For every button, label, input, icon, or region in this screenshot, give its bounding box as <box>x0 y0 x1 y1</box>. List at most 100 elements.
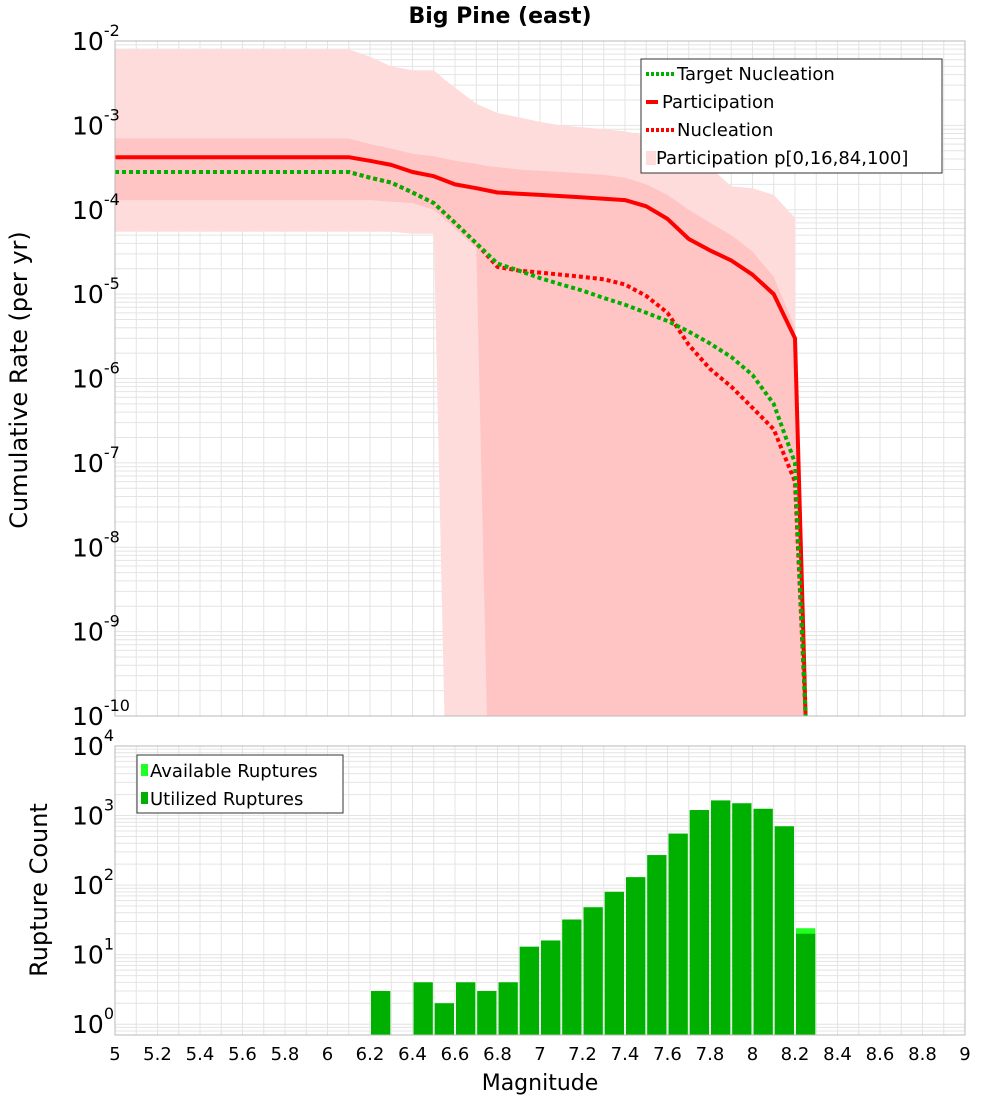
top-legend: Target Nucleation Participation Nucleation… <box>640 58 943 174</box>
tick-exponent: -4 <box>104 190 120 209</box>
tick-exponent: -5 <box>104 274 120 293</box>
x-tick-label: 8.6 <box>866 1044 895 1065</box>
tick-exponent: 3 <box>104 796 114 815</box>
utilized-ruptures-bar <box>711 800 731 1035</box>
rupture-count-bars <box>371 800 816 1035</box>
utilized-ruptures-bar <box>413 982 433 1035</box>
bottom-y-tick-label: 102 <box>72 865 114 900</box>
tick-base: 10 <box>72 1010 104 1039</box>
top-y-tick-label: 10-9 <box>72 612 120 647</box>
x-tick-label: 6.2 <box>356 1044 385 1065</box>
utilized-ruptures-bar <box>668 833 688 1035</box>
tick-exponent: -7 <box>104 443 120 462</box>
x-tick-label: 5 <box>109 1044 120 1065</box>
legend-swatch-bar <box>141 792 148 804</box>
bottom-plot-frame <box>114 745 966 1036</box>
legend-label: Available Ruptures <box>150 761 318 782</box>
x-tick-label: 6.6 <box>441 1044 470 1065</box>
legend-swatch-band <box>646 151 656 165</box>
legend-label: Nucleation <box>677 120 773 141</box>
tick-exponent: -3 <box>104 105 120 124</box>
tick-exponent: -8 <box>104 527 120 546</box>
utilized-ruptures-bar <box>604 891 624 1035</box>
top-y-tick-label: 10-5 <box>72 274 120 309</box>
x-tick-label: 8.4 <box>823 1044 852 1065</box>
tick-base: 10 <box>72 280 104 309</box>
x-tick-label: 8 <box>747 1044 758 1065</box>
top-y-axis-label: Cumulative Rate (per yr) <box>5 231 33 529</box>
x-tick-label: 7.4 <box>611 1044 640 1065</box>
bottom-legend-box <box>136 754 344 814</box>
tick-exponent: 2 <box>104 865 114 884</box>
utilized-ruptures-bar <box>456 982 476 1035</box>
top-y-tick-label: 10-4 <box>72 190 120 225</box>
utilized-ruptures-bar <box>562 919 582 1035</box>
x-tick-label: 7 <box>534 1044 545 1065</box>
bottom-legend: Available Ruptures Utilized Ruptures <box>136 754 344 814</box>
utilized-ruptures-bar <box>647 855 667 1035</box>
legend-label: Target Nucleation <box>676 64 835 85</box>
legend-swatch-bar <box>141 764 148 776</box>
utilized-ruptures-bar <box>583 907 603 1035</box>
x-tick-label: 5.8 <box>271 1044 300 1065</box>
utilized-ruptures-bar <box>732 803 752 1035</box>
tick-exponent: -2 <box>104 21 120 40</box>
tick-exponent: 1 <box>104 935 114 954</box>
x-tick-label: 7.8 <box>696 1044 725 1065</box>
tick-base: 10 <box>72 702 104 731</box>
tick-exponent: -9 <box>104 612 120 631</box>
utilized-ruptures-bar <box>541 940 561 1035</box>
x-tick-label: 8.8 <box>908 1044 937 1065</box>
chart-title: Big Pine (east) <box>408 4 591 29</box>
top-y-tick-label: 10-8 <box>72 527 120 562</box>
top-y-tick-label: 10-3 <box>72 105 120 140</box>
participation-percentile-bands <box>115 49 806 716</box>
x-tick-labels: 5 5.2 5.4 5.6 5.8 6 6.2 6.4 6.6 6.8 7 7.2 7.4 7.6 7.8 8… <box>109 1044 970 1065</box>
band-p16-p84 <box>115 138 806 716</box>
x-tick-label: 6.8 <box>483 1044 512 1065</box>
top-y-tick-label: 10-2 <box>72 21 120 56</box>
top-y-tick-label: 10-6 <box>72 359 120 394</box>
utilized-ruptures-bar <box>477 991 497 1035</box>
top-y-tick-label: 10-10 <box>72 696 130 731</box>
tick-base: 10 <box>72 449 104 478</box>
utilized-ruptures-bar <box>689 810 709 1035</box>
tick-base: 10 <box>72 27 104 56</box>
utilized-ruptures-bar <box>774 826 794 1035</box>
bottom-y-tick-label: 101 <box>72 935 114 970</box>
utilized-ruptures-bar <box>434 1003 454 1035</box>
rate-lines <box>115 155 808 717</box>
x-axis-label: Magnitude <box>482 1071 599 1096</box>
x-tick-label: 7.6 <box>653 1044 682 1065</box>
tick-base: 10 <box>72 802 104 831</box>
tick-base: 10 <box>72 618 104 647</box>
utilized-ruptures-bar <box>626 877 646 1035</box>
bottom-y-tick-label: 103 <box>72 796 114 831</box>
top-legend-box <box>640 58 943 174</box>
tick-exponent: -10 <box>104 696 130 715</box>
x-tick-label: 5.4 <box>186 1044 215 1065</box>
tick-base: 10 <box>72 871 104 900</box>
bottom-y-tick-label: 100 <box>72 1004 114 1039</box>
x-tick-label: 8.2 <box>781 1044 810 1065</box>
target-nucleation-line <box>115 170 808 717</box>
utilized-ruptures-bar <box>498 982 518 1035</box>
tick-base: 10 <box>72 111 104 140</box>
x-tick-label: 6 <box>322 1044 333 1065</box>
x-tick-label: 5.6 <box>228 1044 257 1065</box>
utilized-ruptures-bar <box>753 808 773 1035</box>
tick-base: 10 <box>72 941 104 970</box>
tick-base: 10 <box>72 533 104 562</box>
top-y-tick-label: 10-7 <box>72 443 120 478</box>
legend-label: Utilized Ruptures <box>150 789 303 810</box>
tick-base: 10 <box>72 365 104 394</box>
tick-exponent: -6 <box>104 359 120 378</box>
x-tick-label: 9 <box>959 1044 970 1065</box>
x-tick-label: 7.2 <box>568 1044 597 1065</box>
bottom-y-tick-label: 104 <box>72 726 114 761</box>
utilized-ruptures-bar <box>519 946 539 1035</box>
